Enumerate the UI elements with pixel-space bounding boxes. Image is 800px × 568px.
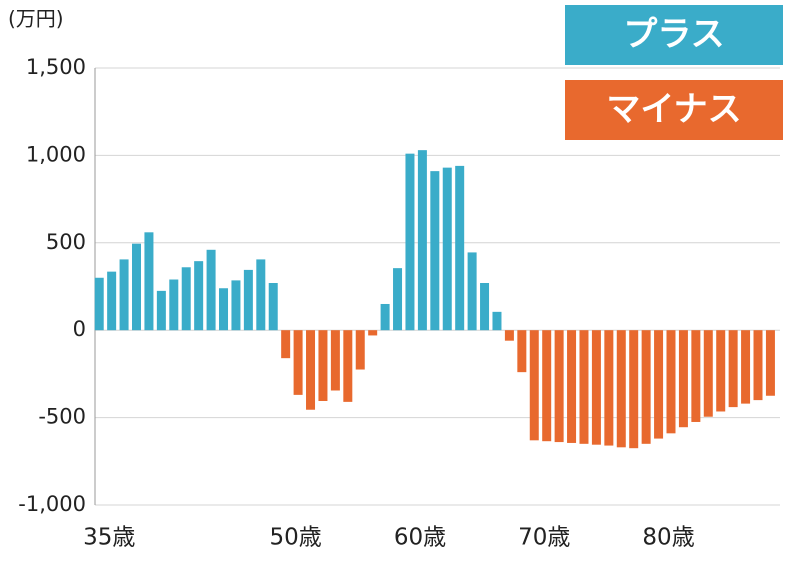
- bar: [231, 280, 241, 331]
- bar: [542, 330, 552, 442]
- bar: [480, 283, 490, 331]
- y-tick-label: -500: [38, 405, 86, 429]
- bar: [616, 330, 626, 448]
- bar: [368, 330, 378, 336]
- y-tick-label: 1,500: [26, 55, 86, 79]
- bar: [281, 330, 291, 359]
- y-tick-label: 500: [46, 230, 86, 254]
- bar: [455, 165, 465, 331]
- bar: [678, 330, 688, 428]
- x-tick-label: 60歳: [394, 525, 446, 551]
- bar: [256, 259, 266, 331]
- bar: [343, 330, 353, 402]
- bar: [765, 330, 775, 396]
- bar: [753, 330, 763, 401]
- bar: [94, 277, 104, 331]
- bar: [430, 171, 440, 331]
- x-tick-label: 70歳: [518, 525, 570, 551]
- x-tick-label: 50歳: [270, 525, 322, 551]
- bar: [144, 232, 154, 331]
- unit-label: (万円): [8, 7, 64, 31]
- bar: [504, 330, 514, 341]
- bar: [579, 330, 589, 444]
- bar: [604, 330, 614, 446]
- bar: [169, 279, 179, 331]
- bar: [107, 271, 117, 331]
- bar: [156, 290, 166, 331]
- bar: [268, 283, 278, 331]
- legend-label: マイナス: [606, 90, 741, 130]
- legend-swatch: [565, 5, 783, 65]
- bar: [591, 330, 601, 445]
- bar: [417, 150, 427, 331]
- bar: [567, 330, 577, 443]
- legend-label: プラス: [623, 15, 724, 55]
- bar: [728, 330, 738, 408]
- bar: [219, 288, 229, 331]
- bar: [405, 153, 415, 331]
- bar: [132, 243, 142, 331]
- bar: [181, 267, 191, 331]
- bar: [119, 259, 129, 331]
- bar: [517, 330, 527, 373]
- bar: [703, 330, 713, 417]
- y-tick-label: 1,000: [26, 142, 86, 166]
- x-tick-label: 80歳: [642, 525, 694, 551]
- bar: [467, 252, 477, 331]
- bar: [716, 330, 726, 412]
- bar: [330, 330, 340, 391]
- bar: [529, 330, 539, 441]
- bar: [293, 330, 303, 395]
- x-tick-label: 35歳: [83, 525, 135, 551]
- bar: [355, 330, 365, 370]
- y-tick-label: 0: [73, 317, 86, 341]
- bar: [492, 311, 502, 331]
- bar: [393, 268, 403, 331]
- bar: [206, 249, 216, 331]
- bar: [741, 330, 751, 404]
- y-tick-label: -1,000: [18, 492, 86, 516]
- bar: [554, 330, 564, 443]
- bar: [194, 261, 204, 331]
- bar: [629, 330, 639, 449]
- bar: [666, 330, 676, 434]
- bar: [442, 167, 452, 331]
- bar: [306, 330, 316, 410]
- bar: [641, 330, 651, 444]
- bar: [318, 330, 328, 401]
- bar: [654, 330, 664, 439]
- bar: [380, 303, 390, 331]
- bar: [243, 269, 253, 331]
- bar: [691, 330, 701, 422]
- legend-swatch: [565, 80, 783, 140]
